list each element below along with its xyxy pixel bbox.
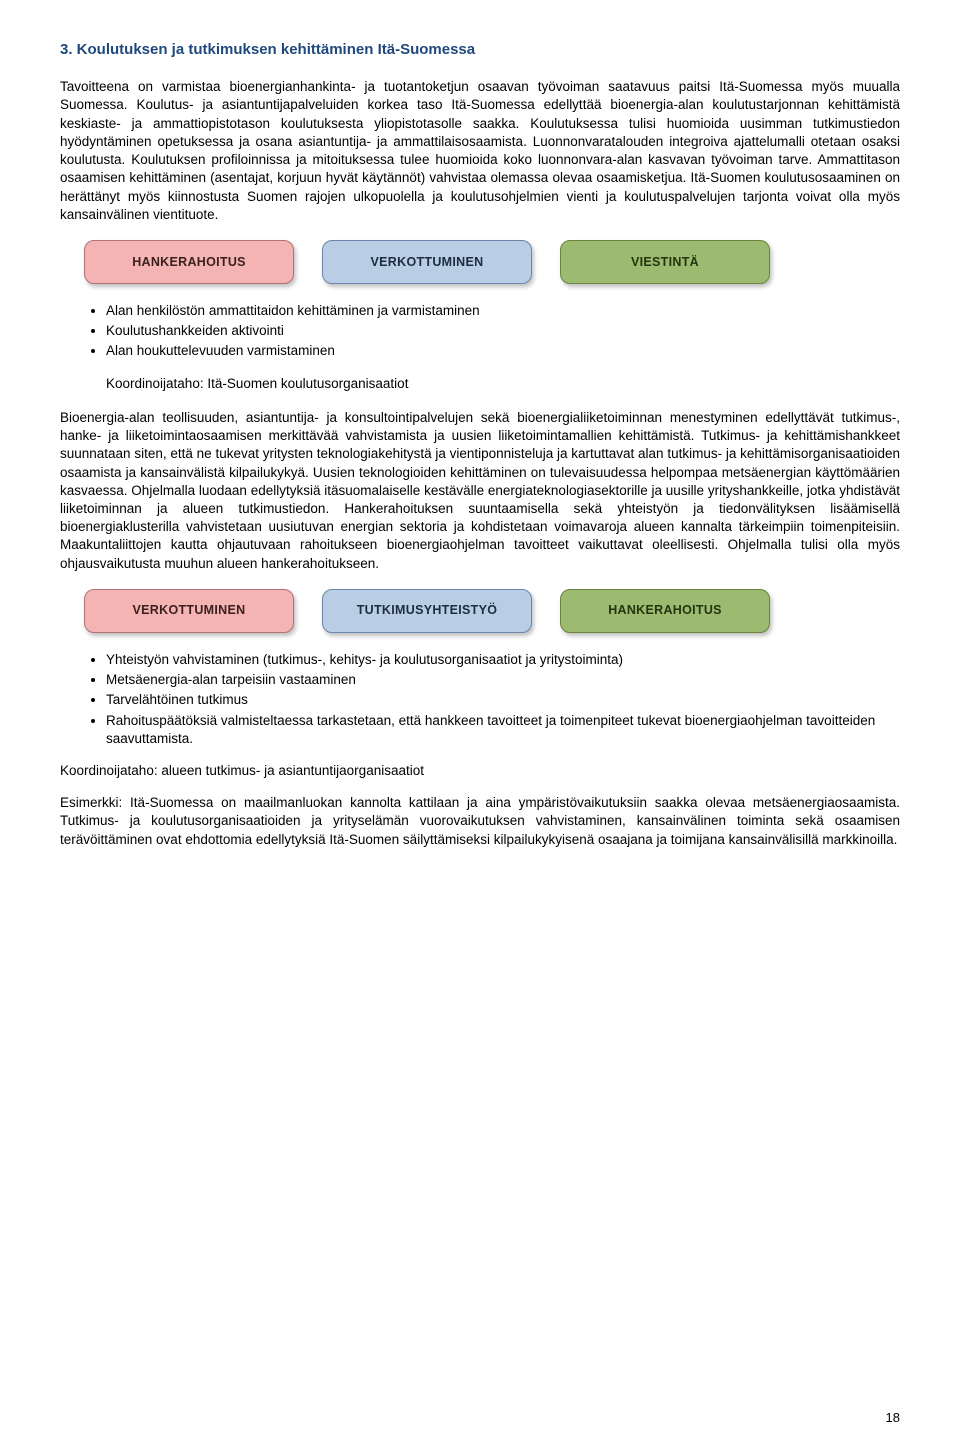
list-item: Yhteistyön vahvistaminen (tutkimus-, keh… [106,651,900,669]
intro-paragraph: Tavoitteena on varmistaa bioenergianhank… [60,78,900,224]
pill-row-1: HANKERAHOITUS VERKOTTUMINEN VIESTINTÄ [84,240,900,284]
coordinator-line-1: Koordinoijataho: Itä-Suomen koulutusorga… [106,375,900,393]
coordinator-line-2: Koordinoijataho: alueen tutkimus- ja asi… [60,762,900,780]
section-heading: 3. Koulutuksen ja tutkimuksen kehittämin… [60,40,900,60]
list-item: Rahoituspäätöksiä valmisteltaessa tarkas… [106,712,900,748]
list-item: Koulutushankkeiden aktivointi [106,322,900,340]
page-number: 18 [886,1409,900,1427]
pill-tutkimusyhteistyo: TUTKIMUSYHTEISTYÖ [322,589,532,633]
pill-row-2: VERKOTTUMINEN TUTKIMUSYHTEISTYÖ HANKERAH… [84,589,900,633]
list-item: Tarvelähtöinen tutkimus [106,691,900,709]
pill-viestinta: VIESTINTÄ [560,240,770,284]
bullet-list-2: Yhteistyön vahvistaminen (tutkimus-, keh… [106,651,900,748]
example-paragraph: Esimerkki: Itä-Suomessa on maailmanluoka… [60,794,900,849]
middle-paragraph: Bioenergia-alan teollisuuden, asiantunti… [60,409,900,573]
pill-hankerahoitus: HANKERAHOITUS [84,240,294,284]
list-item: Metsäenergia-alan tarpeisiin vastaaminen [106,671,900,689]
list-item: Alan houkuttelevuuden varmistaminen [106,342,900,360]
pill-verkottuminen-2: VERKOTTUMINEN [84,589,294,633]
pill-hankerahoitus-2: HANKERAHOITUS [560,589,770,633]
pill-verkottuminen: VERKOTTUMINEN [322,240,532,284]
list-item: Alan henkilöstön ammattitaidon kehittämi… [106,302,900,320]
bullet-list-1: Alan henkilöstön ammattitaidon kehittämi… [106,302,900,361]
